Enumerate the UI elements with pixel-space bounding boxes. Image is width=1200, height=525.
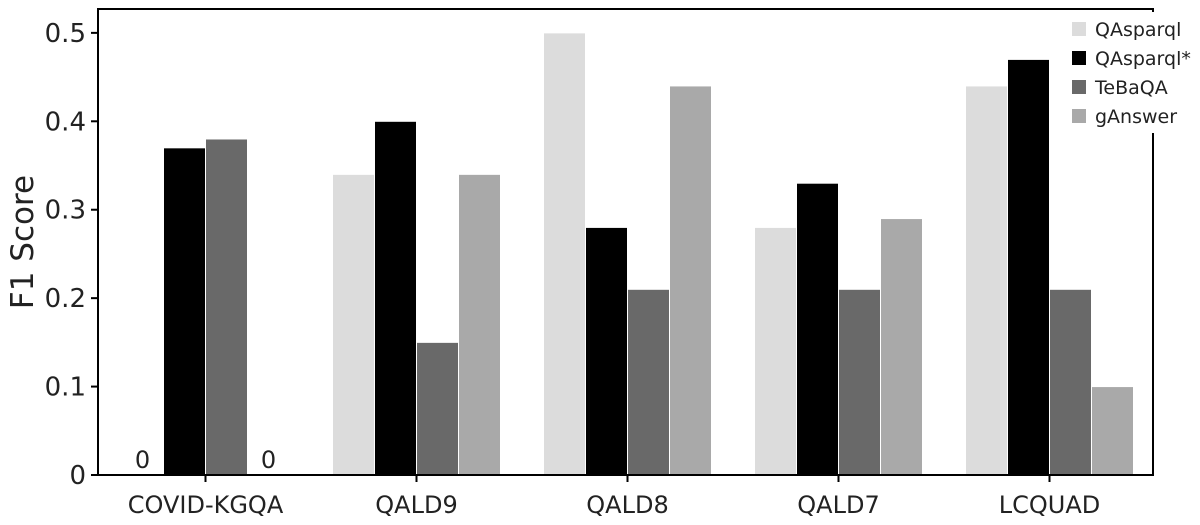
plot-frame	[97, 8, 1154, 476]
x-tick-label-covid-kgqa: COVID-KGQA	[128, 491, 284, 519]
y-tick-label-5: 0.5	[45, 19, 86, 49]
x-tick-label-qald9: QALD9	[375, 491, 457, 519]
legend-label-qasparql: QAsparql*	[1095, 48, 1191, 70]
x-tick-label-qald7: QALD7	[797, 491, 879, 519]
data-label-qasparql-covid-kgqa: 0	[135, 446, 150, 474]
data-label-ganswer-covid-kgqa: 0	[261, 446, 276, 474]
y-axis-label: F1 Score	[5, 175, 41, 309]
y-axis: 0 0.1 0.2 0.3 0.4 0.5	[45, 19, 98, 491]
legend-label-qasparql: QAsparql	[1095, 19, 1181, 41]
bar-tebaqa-qald7	[838, 288, 881, 476]
x-tick-label-lcquad: LCQUAD	[999, 491, 1100, 519]
y-axis-label-group: F1 Score	[5, 175, 41, 309]
legend: QAsparql QAsparql* TeBaQA gAnswer	[1062, 12, 1191, 133]
bar-qasparql-qald8	[585, 226, 628, 476]
bar-qasparql-qald8	[543, 32, 586, 476]
x-tick-label-qald8: QALD8	[586, 491, 668, 519]
legend-swatch-qasparql	[1072, 22, 1086, 36]
bar-qasparql-qald9	[332, 173, 375, 476]
bar-tebaqa-lcquad	[1049, 288, 1092, 476]
y-tick-label-1: 0.1	[45, 373, 86, 403]
x-axis: COVID-KGQA QALD9 QALD8 QALD7 LCQUAD	[128, 475, 1100, 519]
legend-swatch-tebaqa	[1072, 80, 1086, 94]
bar-qasparql-covid-kgqa	[163, 147, 206, 476]
bar-ganswer-lcquad	[1091, 386, 1134, 476]
legend-label-ganswer: gAnswer	[1095, 106, 1177, 128]
y-tick-label-4: 0.4	[45, 107, 86, 137]
y-tick-label-3: 0.3	[45, 196, 86, 226]
bar-qasparql-qald7	[796, 182, 839, 476]
bar-qasparql-lcquad	[1007, 58, 1050, 476]
legend-swatch-qasparql	[1072, 51, 1086, 65]
bars-layer	[163, 32, 1134, 476]
legend-swatch-ganswer	[1072, 109, 1086, 123]
bar-tebaqa-qald9	[416, 341, 459, 476]
bar-qasparql-qald9	[374, 120, 417, 476]
bar-qasparql-qald7	[754, 226, 797, 476]
bar-ganswer-qald7	[880, 218, 923, 476]
bar-tebaqa-covid-kgqa	[205, 138, 248, 476]
bar-ganswer-qald8	[669, 85, 712, 476]
bar-tebaqa-qald8	[627, 288, 670, 476]
y-tick-label-2: 0.2	[45, 284, 86, 314]
y-tick-label-0: 0	[69, 461, 86, 491]
bar-qasparql-lcquad	[965, 85, 1008, 476]
legend-label-tebaqa: TeBaQA	[1094, 77, 1168, 99]
bar-ganswer-qald9	[458, 173, 501, 476]
